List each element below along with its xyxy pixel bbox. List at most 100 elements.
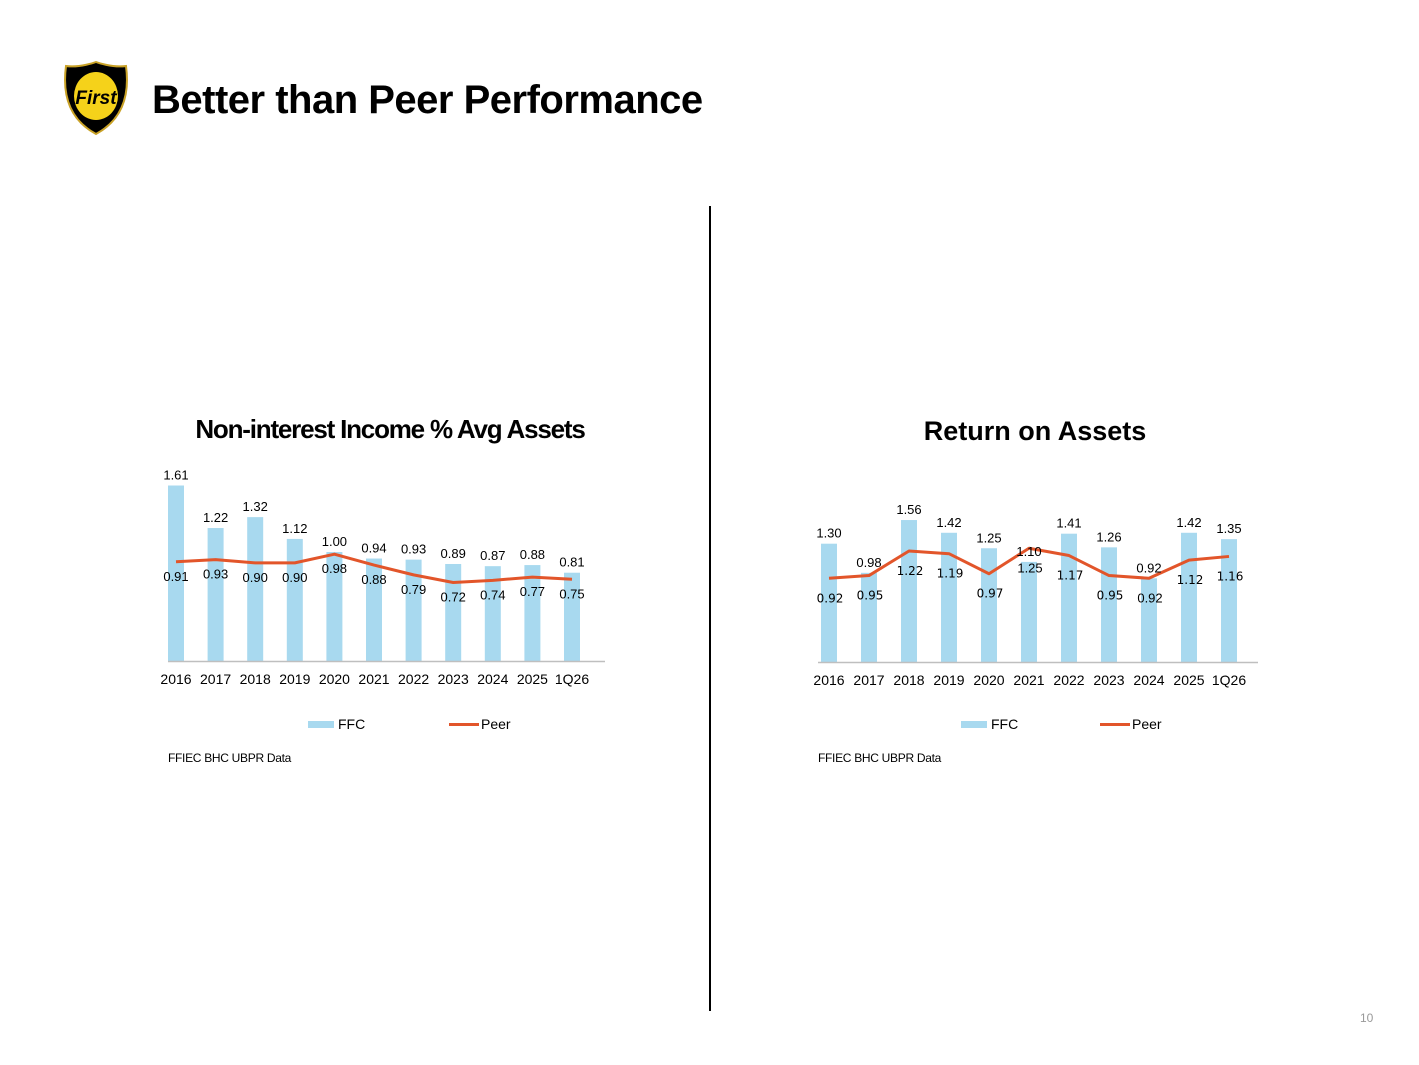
legend-line-swatch [1100, 722, 1130, 726]
bar-value-label: 0.93 [401, 542, 426, 557]
bar-ffc [1021, 561, 1037, 662]
bar-ffc [207, 528, 224, 661]
bar-ffc [326, 552, 343, 661]
category-label: 2021 [1013, 672, 1044, 688]
category-label: 2020 [973, 672, 1004, 688]
bar-ffc [981, 548, 997, 662]
legend-item-peer: Peer [449, 716, 511, 732]
category-label: 2020 [319, 671, 350, 687]
peer-value-label: 0.97 [977, 587, 1004, 601]
peer-value-label: 0.92 [817, 591, 844, 605]
bar-ffc [1101, 547, 1117, 662]
bar-ffc [445, 563, 462, 661]
bar-ffc [941, 532, 957, 662]
page-title: Better than Peer Performance [152, 78, 703, 122]
peer-value-label: 1.12 [1177, 573, 1204, 587]
chart-noninterest-income: Non-interest Income % Avg Assets 1.61 1.2… [130, 400, 650, 780]
bar-value-label: 1.26 [1096, 529, 1121, 544]
bar-value-label: 1.35 [1216, 521, 1241, 536]
bar-value-label: 1.61 [163, 468, 188, 483]
peer-value-label: 1.22 [897, 564, 924, 578]
bar-value-label: 0.92 [1136, 560, 1161, 575]
peer-value-label: 0.75 [559, 586, 584, 601]
legend-label-peer: Peer [1132, 716, 1162, 732]
category-label: 2021 [358, 671, 389, 687]
chart-plot: 1.300.981.561.421.251.101.411.260.921.42… [813, 502, 1258, 688]
bar-value-label: 1.56 [896, 502, 921, 517]
category-label: 2019 [933, 672, 964, 688]
chart-return-on-assets: Return on Assets 1.30 0.98 1.56 1.42 1.25 1.1… [775, 400, 1295, 780]
category-label: 2018 [240, 671, 271, 687]
legend-bar-swatch [308, 720, 334, 728]
peer-value-label: 0.72 [441, 590, 466, 605]
bar-value-label: 0.81 [559, 555, 584, 570]
category-label: 2024 [477, 671, 508, 687]
page-number: 10 [1360, 1011, 1374, 1025]
category-label: 2017 [200, 671, 231, 687]
bar-value-label: 1.12 [282, 521, 307, 536]
category-label: 2024 [1133, 672, 1164, 688]
category-label: 2025 [517, 671, 548, 687]
category-label: 2023 [1093, 672, 1124, 688]
category-label: 2018 [893, 672, 924, 688]
chart-legend: FFC Peer [130, 716, 650, 736]
peer-value-label: 0.93 [203, 567, 228, 582]
peer-value-label: 0.98 [322, 561, 347, 576]
category-label: 2016 [813, 672, 844, 688]
legend-line-swatch [449, 722, 479, 726]
bar-value-label: 1.25 [976, 530, 1001, 545]
chart-plot: 1.61 1.22 1.32 1.12 1.00 0.94 0.93 0.89 0.87 0.88… [160, 468, 605, 687]
bar-value-label: 1.30 [816, 526, 841, 541]
line-peer [828, 546, 1230, 580]
peer-value-label: 0.92 [1137, 590, 1162, 605]
bar-ffc [484, 566, 501, 661]
bar-value-label: 0.87 [480, 548, 505, 563]
peer-value-label: 0.77 [520, 584, 545, 599]
chart-title: Return on Assets [923, 416, 1147, 446]
bar-value-label: 1.42 [936, 515, 961, 530]
peer-value-label: 0.88 [361, 572, 386, 587]
line-peer [175, 552, 573, 585]
bar-ffc [821, 543, 837, 662]
bar-ffc [1181, 532, 1197, 662]
category-label: 2022 [1053, 672, 1084, 688]
bar-ffc [247, 517, 264, 661]
bar-ffc [366, 558, 382, 661]
legend-item-ffc: FFC [308, 716, 365, 732]
legend-label-ffc: FFC [338, 716, 366, 732]
legend-item-ffc: FFC [961, 716, 1018, 732]
peer-value-label: 0.95 [1097, 589, 1124, 603]
bar-ffc [168, 485, 184, 661]
legend-label-ffc: FFC [991, 716, 1019, 732]
bar-value-label: 1.10 [1016, 544, 1041, 559]
bar-ffc [524, 565, 541, 661]
category-label: 2016 [160, 671, 191, 687]
bar-ffc [286, 538, 303, 661]
peer-value-label: 1.25 [1017, 560, 1042, 575]
chart-source: FFIEC BHC UBPR Data [168, 751, 291, 765]
bar-ffc [861, 572, 877, 662]
peer-value-label: 0.79 [401, 582, 426, 597]
chart-title: Non-interest Income % Avg Assets [195, 414, 585, 444]
bar-ffc [901, 520, 917, 662]
bar-value-label: 1.42 [1176, 515, 1201, 530]
bar-ffc [1141, 578, 1157, 662]
peer-value-label: 1.17 [1057, 569, 1084, 583]
first-shield-logo: First [64, 60, 128, 136]
bar-value-label: 0.88 [520, 547, 545, 562]
bar-value-label: 0.89 [441, 546, 466, 561]
peer-value-label: 1.16 [1217, 569, 1244, 583]
bar-value-label: 0.98 [856, 555, 881, 570]
peer-value-label: 0.95 [857, 589, 884, 603]
peer-value-label: 0.91 [163, 569, 188, 584]
category-label: 2025 [1173, 672, 1204, 688]
peer-value-label: 0.90 [243, 570, 268, 585]
category-label: 1Q26 [555, 671, 589, 687]
category-label: 2017 [853, 672, 884, 688]
bar-ffc [1061, 533, 1077, 662]
legend-bar-swatch [961, 720, 987, 728]
bar-value-label: 1.41 [1056, 516, 1081, 531]
logo-text: First [75, 88, 117, 109]
bar-value-label: 1.00 [322, 534, 347, 549]
legend-label-peer: Peer [481, 716, 511, 732]
